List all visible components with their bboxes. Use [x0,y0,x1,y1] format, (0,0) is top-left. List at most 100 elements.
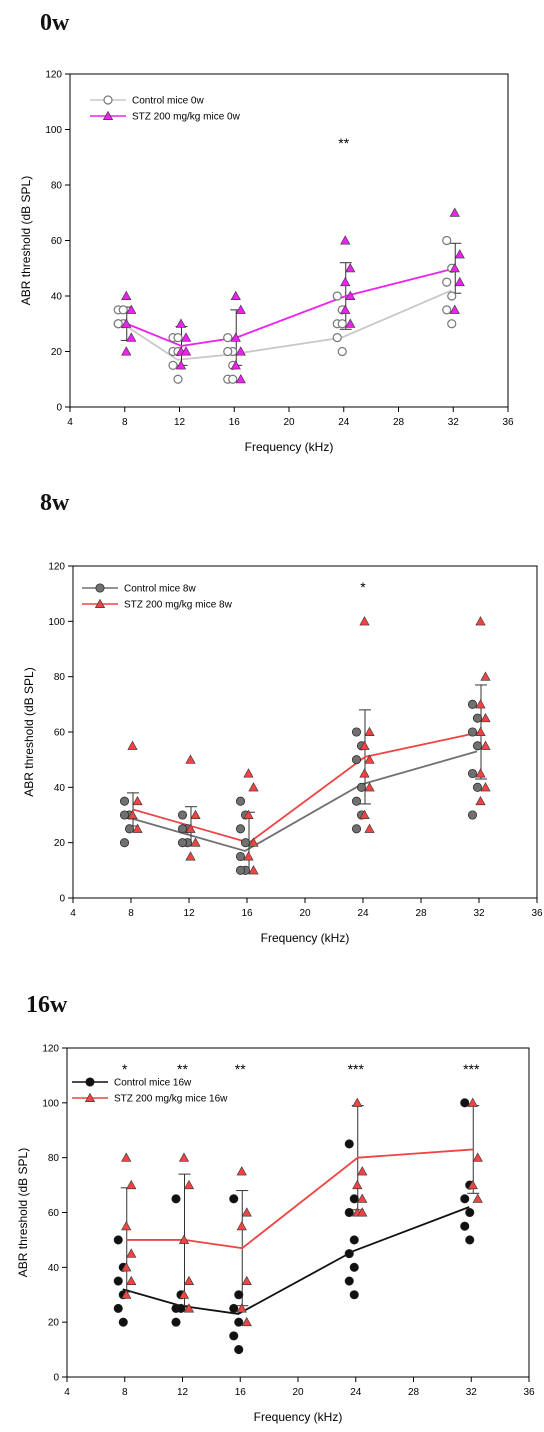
data-point [236,1303,247,1313]
data-point [467,699,478,709]
data-point [113,1303,123,1314]
data-point [119,838,130,848]
y-tick-label: 80 [54,672,66,683]
data-point [177,824,188,834]
data-point [359,809,370,819]
data-point [248,782,259,792]
data-point [228,374,238,384]
y-axis-label: ABR threshold (dB SPL) [16,1148,30,1277]
significance-label: * [122,1061,128,1077]
data-point [175,360,187,370]
legend-marker [95,583,105,593]
data-point [235,374,246,384]
x-tick-label: 16 [235,1387,247,1398]
x-tick-label: 32 [448,417,460,428]
data-point [465,1235,475,1245]
data-point [349,1262,359,1272]
data-point [241,1316,252,1327]
data-point [180,346,192,356]
legend-marker [103,95,113,105]
data-point [229,1303,239,1314]
data-point [118,305,128,315]
data-point [185,823,196,833]
data-point [472,713,483,723]
data-point [480,712,491,723]
data-point [332,333,342,343]
data-point [356,782,367,792]
data-point [230,332,241,342]
data-point [349,1194,359,1204]
data-point [177,838,188,848]
data-point [241,1275,252,1286]
significance-label: *** [463,1061,480,1077]
x-tick-label: 24 [338,417,350,428]
data-point [121,1152,132,1162]
y-tick-label: 80 [51,181,63,192]
chart-panel-0w: 0w 4 8 12 16 20 24 28 32 36 0 20 40 60 80 100 120 Freque… [0,0,544,470]
y-tick-label: 20 [54,838,66,849]
data-point [235,304,246,314]
data-point [171,1194,181,1204]
data-point [234,1317,244,1327]
abr-chart-0w: 4 8 12 16 20 24 28 32 36 0 20 40 60 80 100 120 Frequency… [19,70,514,455]
data-point [185,754,196,764]
data-point [442,305,452,315]
data-point [230,290,241,300]
data-point [449,263,460,273]
data-point [467,1097,478,1107]
data-point [472,741,483,751]
data-point [178,1152,190,1162]
data-point [447,319,457,329]
data-point [364,754,375,764]
data-point [351,755,362,765]
data-point [126,332,137,342]
data-point [124,824,135,834]
panel-title: 16w [26,992,68,1018]
y-tick-label: 100 [45,125,62,136]
plot-frame [72,565,538,899]
data-point [113,1276,123,1286]
data-point [168,360,178,370]
legend-marker [102,110,114,120]
data-point [454,276,465,287]
x-tick-label: 36 [523,1387,535,1398]
data-point [449,207,460,217]
legend-marker [85,1077,95,1087]
y-tick-label: 100 [48,617,65,628]
data-point [113,319,123,329]
data-point [351,727,362,737]
y-tick-label: 60 [48,1208,60,1219]
data-point [337,319,347,329]
data-point [442,277,452,287]
data-point [472,1193,483,1203]
data-point [337,346,347,357]
data-point [230,360,241,370]
x-tick-label: 8 [122,417,128,428]
legend-label: STZ 200 mg/kg mice 0w [132,112,241,123]
legend-label: Control mice 8w [124,584,196,595]
x-tick-label: 12 [174,417,186,428]
significance-label: ** [177,1061,188,1077]
data-point [248,837,259,847]
data-point [127,740,138,750]
data-point [240,838,251,848]
data-point [467,810,478,820]
x-tick-label: 16 [229,417,241,428]
x-axis-label: Frequency (kHz) [254,1410,343,1424]
x-tick-label: 32 [473,908,485,919]
data-point [173,333,183,343]
data-point [480,740,491,750]
data-point [357,1166,368,1176]
panel-title: 0w [40,10,70,36]
data-point [364,782,375,792]
data-point [183,1179,195,1190]
data-point [349,1290,359,1300]
x-tick-label: 4 [70,908,76,919]
data-point [460,1221,470,1231]
x-tick-label: 20 [292,1387,304,1398]
data-point [243,809,254,819]
legend-label: STZ 200 mg/kg mice 8w [124,600,233,611]
y-tick-label: 100 [42,1098,59,1109]
data-point [243,768,254,778]
data-point [119,810,130,820]
